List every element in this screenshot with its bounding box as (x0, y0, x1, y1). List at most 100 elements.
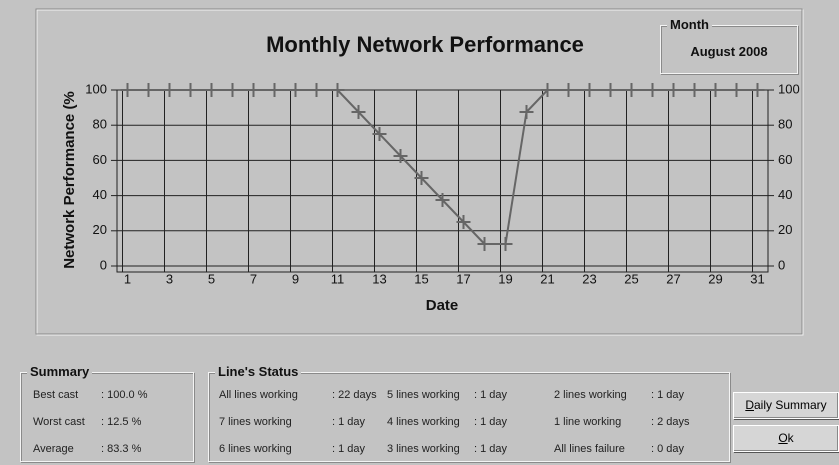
point-marker (267, 83, 282, 97)
status-label: 2 lines working (554, 389, 627, 401)
status-value: : 0 day (651, 443, 685, 455)
point-marker (183, 83, 198, 97)
y-axis-label: Network Performance (% (61, 91, 78, 269)
x-tick-label: 15 (414, 271, 428, 286)
x-tick-label: 17 (456, 271, 470, 286)
point-marker (204, 83, 219, 97)
month-value: August 2008 (690, 44, 768, 59)
status-label: All lines failure (554, 443, 625, 455)
x-tick-label: 25 (624, 271, 638, 286)
month-label: Month (667, 17, 712, 32)
status-label: 1 line working (554, 416, 622, 428)
status-value: : 22 days (332, 389, 377, 401)
status-label: 6 lines working (219, 443, 292, 455)
point-marker (603, 83, 618, 97)
x-tick-label: 9 (292, 271, 299, 286)
status-label: 5 lines working (387, 389, 460, 401)
status-value: : 1 day (474, 416, 508, 428)
point-marker (435, 193, 450, 207)
x-tick-label: 1 (124, 271, 131, 286)
y2-tick-label: 60 (778, 152, 792, 167)
y-tick-label: 60 (93, 152, 107, 167)
point-marker (540, 83, 555, 97)
x-tick-label: 7 (250, 271, 257, 286)
point-marker (120, 83, 135, 97)
point-marker (708, 83, 723, 97)
x-tick-label: 13 (372, 271, 386, 286)
point-marker (666, 83, 681, 97)
point-marker (288, 83, 303, 97)
point-marker (393, 149, 408, 163)
x-tick-label: 11 (331, 271, 345, 286)
summary-title: Summary (27, 364, 93, 379)
point-marker (561, 83, 576, 97)
chart-panel-shadow (35, 8, 803, 335)
point-marker (477, 237, 492, 251)
y2-tick-label: 20 (778, 222, 792, 237)
y-tick-label: 0 (100, 257, 107, 272)
point-marker (750, 83, 765, 97)
series-line (127, 89, 758, 245)
daily-summary-button[interactable]: Daily Summary (733, 392, 839, 419)
point-marker (414, 171, 429, 185)
x-tick-label: 21 (540, 271, 554, 286)
chart: Monthly Network Performance Date Network… (35, 8, 804, 336)
status-value: : 2 days (651, 416, 690, 428)
x-tick-label: 27 (666, 271, 680, 286)
ok-button[interactable]: Ok (733, 425, 839, 452)
status-value: : 1 day (474, 443, 508, 455)
y2-tick-label: 100 (778, 81, 800, 96)
summary-value: : 100.0 % (101, 389, 148, 401)
y2-tick-label: 0 (778, 257, 785, 272)
status-label: 4 lines working (387, 416, 460, 428)
x-tick-label: 29 (708, 271, 722, 286)
point-marker (519, 105, 534, 119)
summary-value: : 83.3 % (101, 443, 142, 455)
summary-label: Worst cast (33, 416, 85, 428)
status-label: 7 lines working (219, 416, 292, 428)
chart-title: Monthly Network Performance (266, 32, 584, 57)
line-status-title: Line's Status (215, 364, 302, 379)
status-value: : 1 day (332, 443, 366, 455)
y-tick-label: 100 (85, 81, 107, 96)
x-axis-label: Date (426, 297, 459, 314)
y2-tick-label: 40 (778, 187, 792, 202)
point-marker (645, 83, 660, 97)
y-tick-label: 80 (93, 117, 107, 132)
point-marker (351, 105, 366, 119)
x-tick-label: 31 (750, 271, 764, 286)
x-tick-label: 23 (582, 271, 596, 286)
summary-label: Average (33, 443, 74, 455)
point-marker (582, 83, 597, 97)
point-marker (624, 83, 639, 97)
point-marker (330, 83, 345, 97)
point-marker (309, 83, 324, 97)
summary-value: : 12.5 % (101, 416, 142, 428)
chart-panel (36, 9, 804, 336)
x-tick-label: 19 (498, 271, 512, 286)
point-marker (141, 83, 156, 97)
point-marker (246, 83, 261, 97)
y2-tick-label: 80 (778, 117, 792, 132)
status-label: 3 lines working (387, 443, 460, 455)
status-value: : 1 day (474, 389, 508, 401)
point-marker (687, 83, 702, 97)
point-marker (498, 237, 513, 251)
point-marker (729, 83, 744, 97)
plot-area (116, 89, 769, 273)
point-marker (372, 127, 387, 141)
y-tick-label: 40 (93, 187, 107, 202)
status-value: : 1 day (332, 416, 366, 428)
x-tick-label: 5 (208, 271, 215, 286)
status-label: All lines working (219, 389, 298, 401)
x-tick-label: 3 (166, 271, 173, 286)
point-marker (162, 83, 177, 97)
summary-group: Summary Best cast: 100.0 % Worst cast: 12… (20, 364, 194, 462)
y-tick-label: 20 (93, 222, 107, 237)
month-group: Month August 2008 (660, 17, 798, 74)
point-marker (225, 83, 240, 97)
line-status-group: Line's Status All lines working : 22 days… (208, 364, 730, 462)
point-marker (456, 215, 471, 229)
status-value: : 1 day (651, 389, 685, 401)
